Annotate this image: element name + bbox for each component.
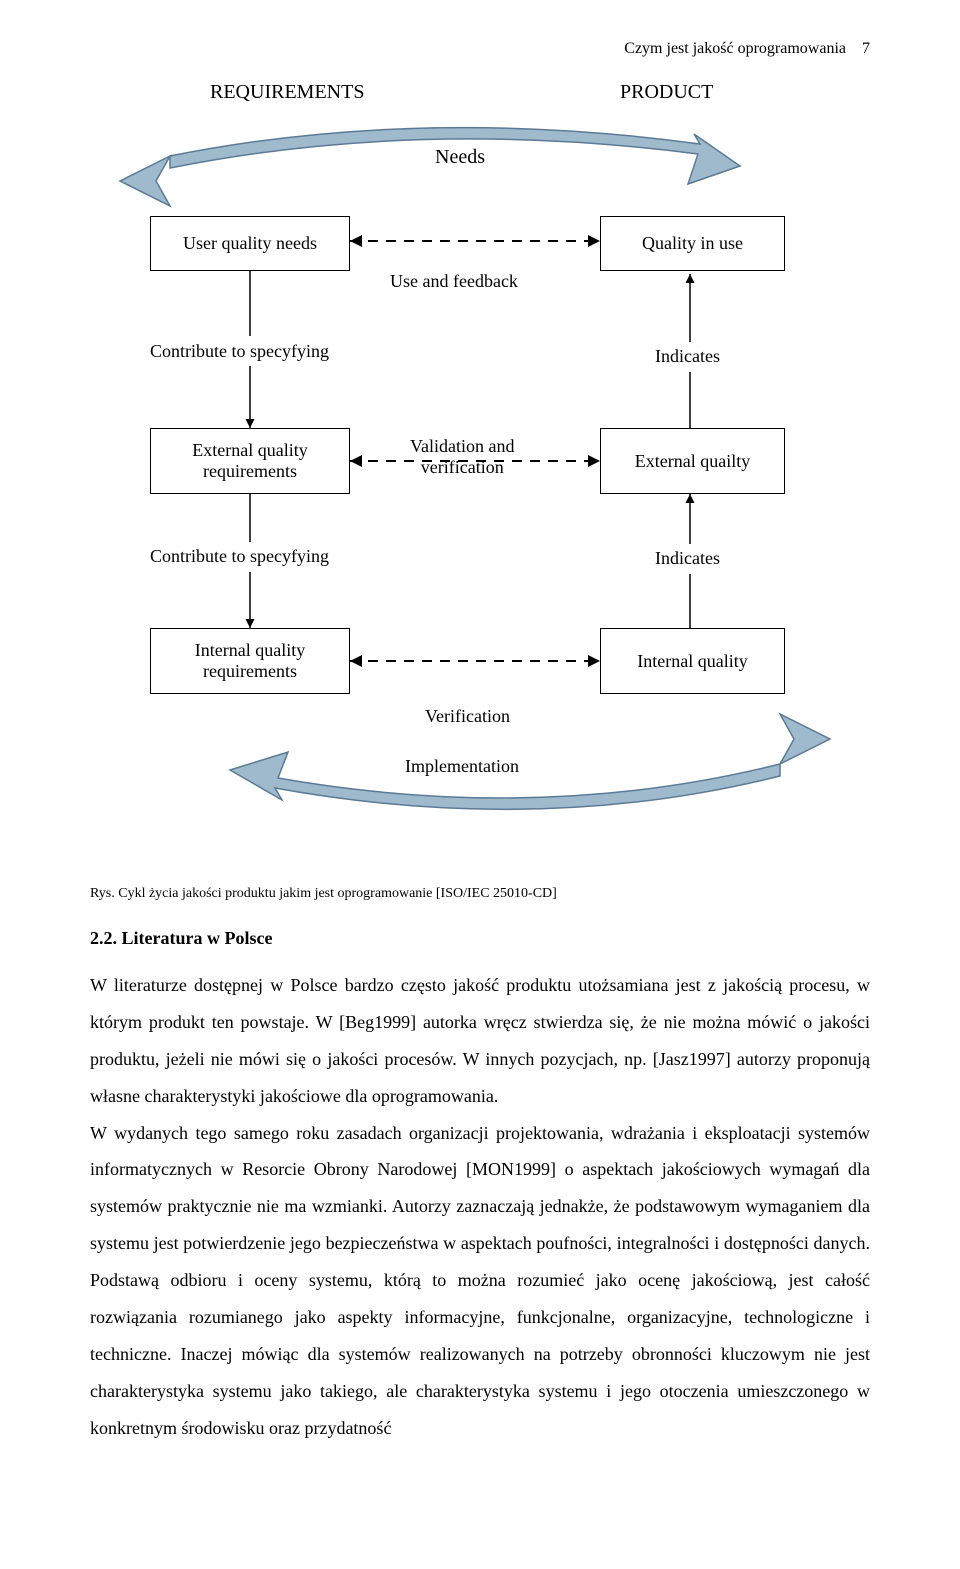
box-internal-quality-req: Internal quality requirements: [150, 628, 350, 694]
label-implementation: Implementation: [405, 756, 519, 777]
header-title: Czym jest jakość oprogramowania: [624, 40, 846, 57]
quality-lifecycle-diagram: REQUIREMENTS PRODUCT Needs User quality …: [90, 76, 870, 856]
col-label-left: REQUIREMENTS: [210, 81, 364, 104]
needs-label: Needs: [435, 146, 485, 169]
subsection-title: Literatura w Polsce: [122, 928, 273, 948]
figure-caption: Rys. Cykl życia jakości produktu jakim j…: [90, 886, 870, 902]
subsection-heading: 2.2. Literatura w Polsce: [90, 928, 870, 949]
subsection-number: 2.2.: [90, 928, 117, 948]
label-indicates-1: Indicates: [655, 346, 720, 367]
box-user-quality-needs: User quality needs: [150, 216, 350, 271]
label-use-feedback: Use and feedback: [390, 271, 518, 292]
header: Czym jest jakość oprogramowania 7: [90, 40, 870, 58]
page: Czym jest jakość oprogramowania 7: [0, 0, 960, 1487]
label-indicates-2: Indicates: [655, 548, 720, 569]
swoosh-top-head: [120, 156, 170, 206]
col-label-right: PRODUCT: [620, 81, 713, 104]
box-quality-in-use: Quality in use: [600, 216, 785, 271]
paragraph-1: W literaturze dostępnej w Polsce bardzo …: [90, 967, 870, 1115]
body-text: W literaturze dostępnej w Polsce bardzo …: [90, 967, 870, 1447]
box-external-quality-req: External quality requirements: [150, 428, 350, 494]
label-verification: Verification: [425, 706, 510, 727]
paragraph-2: W wydanych tego samego roku zasadach org…: [90, 1115, 870, 1447]
swoosh-bottom-head: [780, 714, 830, 764]
caption-text: Cykl życia jakości produktu jakim jest o…: [118, 886, 557, 901]
label-contribute-2: Contribute to specyfying: [150, 546, 329, 567]
box-external-quality: External quailty: [600, 428, 785, 494]
label-contribute-1: Contribute to specyfying: [150, 341, 329, 362]
page-number: 7: [862, 40, 870, 57]
caption-prefix: Rys.: [90, 886, 115, 901]
label-validation-verification: Validation and verification: [410, 436, 514, 478]
box-internal-quality: Internal quality: [600, 628, 785, 694]
